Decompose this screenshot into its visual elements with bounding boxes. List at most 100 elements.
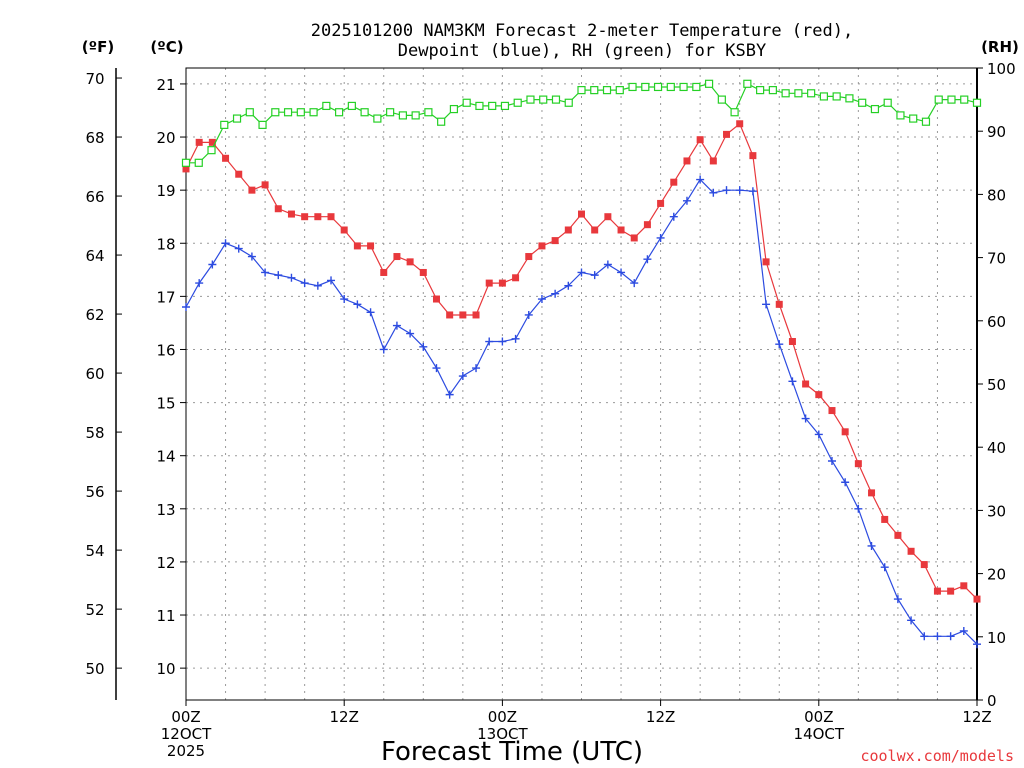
rh-point-34 xyxy=(615,86,624,95)
rh-point-23 xyxy=(475,101,484,111)
rh-point-59 xyxy=(934,95,943,104)
rh-point-20 xyxy=(437,117,446,126)
dewpoint-point-12 xyxy=(340,295,349,304)
temperature-point-32 xyxy=(604,213,612,221)
dewpoint-point-9 xyxy=(300,279,309,288)
temperature-point-19 xyxy=(432,295,440,303)
rh-point-8 xyxy=(283,108,293,117)
rh-point-18 xyxy=(411,111,420,120)
rh-tick-label-50: 50 xyxy=(987,376,1006,394)
temperature-point-60 xyxy=(973,595,981,603)
rh-point-44 xyxy=(743,79,752,88)
x-tick-label-4-1: 14OCT xyxy=(794,725,845,743)
rh-point-6 xyxy=(258,120,267,129)
temperature-point-49 xyxy=(828,407,836,415)
temperature-point-0 xyxy=(182,165,190,173)
rh-tick-label-40: 40 xyxy=(987,439,1006,457)
temperature-point-9 xyxy=(301,213,309,221)
dewpoint-point-8 xyxy=(287,273,296,282)
rh-point-51 xyxy=(832,92,841,101)
dewpoint-point-18 xyxy=(419,342,428,351)
rh-point-11 xyxy=(322,101,331,111)
temperature-point-1 xyxy=(195,138,203,146)
dewpoint-point-23 xyxy=(485,337,494,346)
rh-line xyxy=(186,82,978,164)
dewpoint-point-35 xyxy=(643,255,652,264)
temperature-point-51 xyxy=(854,460,862,468)
rh-tick-label-0: 0 xyxy=(987,692,997,710)
dewpoint-point-6 xyxy=(261,268,270,277)
rh-tick-label-60: 60 xyxy=(987,313,1006,331)
rh-point-54 xyxy=(870,104,880,114)
rh-point-2 xyxy=(207,146,216,155)
rh-point-22 xyxy=(462,98,471,107)
temperature-point-10 xyxy=(314,213,322,221)
temperature-point-31 xyxy=(591,226,599,234)
x-tick-label-1-0: 12Z xyxy=(330,708,359,726)
dewpoint-point-42 xyxy=(735,186,744,195)
rh-point-17 xyxy=(398,111,407,120)
rh-point-7 xyxy=(271,108,280,117)
celsius-tick-label-18: 18 xyxy=(156,235,175,253)
dewpoint-point-20 xyxy=(445,390,454,399)
celsius-tick-label-11: 11 xyxy=(156,607,175,625)
dewpoint-point-15 xyxy=(379,345,388,354)
rh-point-37 xyxy=(653,82,663,92)
temperature-point-50 xyxy=(841,428,849,436)
dewpoint-point-27 xyxy=(537,295,546,304)
celsius-unit-label: (ºC) xyxy=(150,38,183,56)
fahrenheit-tick-label-70: 70 xyxy=(85,70,104,88)
x-tick-label-5-0: 12Z xyxy=(962,708,991,726)
rh-point-31 xyxy=(577,86,586,95)
dewpoint-point-39 xyxy=(696,175,705,184)
temperature-point-33 xyxy=(617,226,625,234)
dewpoint-point-3 xyxy=(221,239,230,248)
dewpoint-point-7 xyxy=(274,271,283,280)
rh-point-40 xyxy=(692,82,701,92)
rh-tick-label-70: 70 xyxy=(987,250,1006,268)
rh-point-16 xyxy=(386,108,395,117)
temperature-point-17 xyxy=(406,258,414,266)
rh-point-62 xyxy=(972,98,982,107)
dewpoint-point-32 xyxy=(603,260,612,269)
dewpoint-point-58 xyxy=(946,632,955,641)
temperature-point-43 xyxy=(749,152,757,160)
dewpoint-point-55 xyxy=(907,616,916,625)
rh-point-49 xyxy=(807,89,816,98)
dewpoint-point-14 xyxy=(366,308,375,317)
rh-point-53 xyxy=(858,98,867,107)
celsius-tick-label-10: 10 xyxy=(156,660,175,678)
dewpoint-point-31 xyxy=(590,271,599,280)
temperature-point-56 xyxy=(920,561,928,569)
temperature-point-44 xyxy=(762,258,770,266)
temperature-point-22 xyxy=(472,311,480,319)
rh-unit-label: (RH) xyxy=(981,38,1019,56)
rh-point-60 xyxy=(947,95,956,104)
rh-point-26 xyxy=(513,98,522,107)
celsius-tick-label-15: 15 xyxy=(156,395,175,413)
fahrenheit-tick-label-68: 68 xyxy=(85,129,104,147)
dewpoint-point-33 xyxy=(617,268,626,277)
celsius-tick-label-13: 13 xyxy=(156,501,175,519)
temperature-point-57 xyxy=(933,587,941,595)
temperature-point-47 xyxy=(802,380,810,388)
dewpoint-point-1 xyxy=(195,279,204,288)
dewpoint-point-38 xyxy=(682,196,691,205)
temperature-point-54 xyxy=(894,531,902,539)
fahrenheit-tick-label-58: 58 xyxy=(85,424,104,442)
dewpoint-point-30 xyxy=(577,268,586,277)
temperature-point-20 xyxy=(446,311,454,319)
rh-point-12 xyxy=(334,108,344,117)
x-tick-label-0-0: 00Z xyxy=(171,708,200,726)
dewpoint-point-60 xyxy=(973,640,981,649)
temperature-point-5 xyxy=(248,186,256,194)
dewpoint-point-49 xyxy=(827,457,836,466)
rh-point-30 xyxy=(564,98,573,107)
rh-point-58 xyxy=(921,117,931,126)
temperature-point-4 xyxy=(235,170,243,178)
temperature-point-52 xyxy=(868,489,876,497)
dewpoint-point-46 xyxy=(788,377,797,386)
celsius-tick-label-16: 16 xyxy=(156,341,175,359)
celsius-tick-label-12: 12 xyxy=(156,554,175,572)
temperature-point-46 xyxy=(788,338,796,346)
